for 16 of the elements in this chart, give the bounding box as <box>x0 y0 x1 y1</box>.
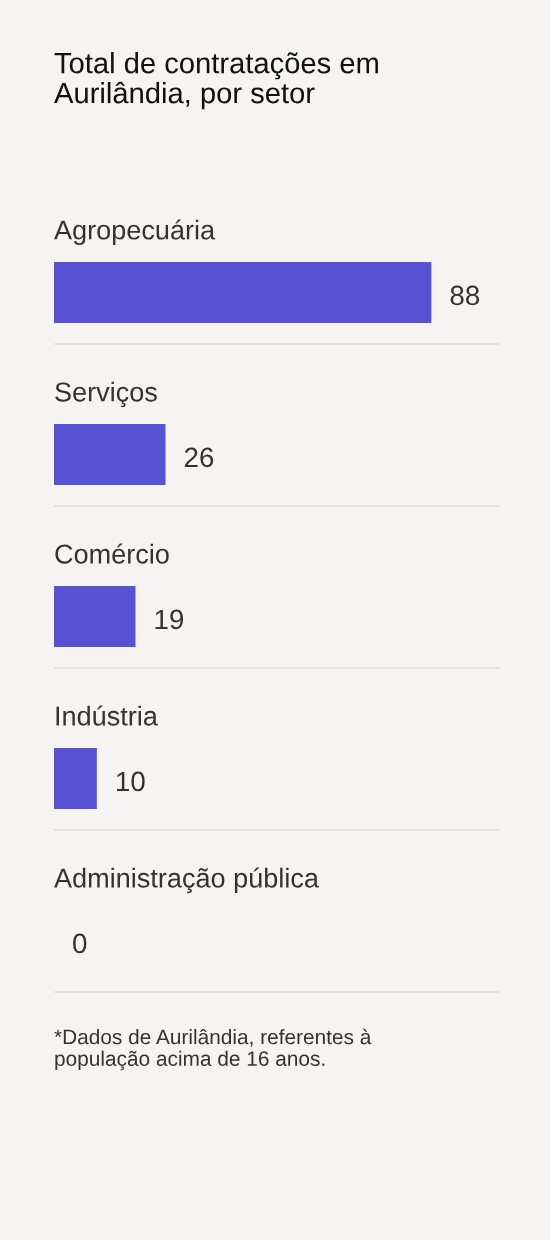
bar <box>54 261 432 323</box>
chart-title: Total de contratações em Aurilândia, por setor <box>54 52 378 110</box>
data-label: 10 <box>117 771 145 792</box>
bar <box>54 586 136 648</box>
y-tick-label: Agropecuária <box>54 219 216 245</box>
data-label: 88 <box>450 285 480 306</box>
text: *Dados de Aurilândia, referentes à população acima de 16 anos. <box>54 1028 372 1071</box>
y-tick-label: Serviços <box>55 381 157 408</box>
y-tick-label: Indústria <box>56 705 158 726</box>
data-label: 0 <box>73 933 87 954</box>
data-label: 26 <box>184 447 214 468</box>
y-tick-label: Administração pública <box>54 867 319 894</box>
y-tick-label: Comércio <box>55 543 169 564</box>
data-label: 19 <box>155 609 184 630</box>
bar <box>54 424 166 486</box>
bar <box>54 748 97 810</box>
